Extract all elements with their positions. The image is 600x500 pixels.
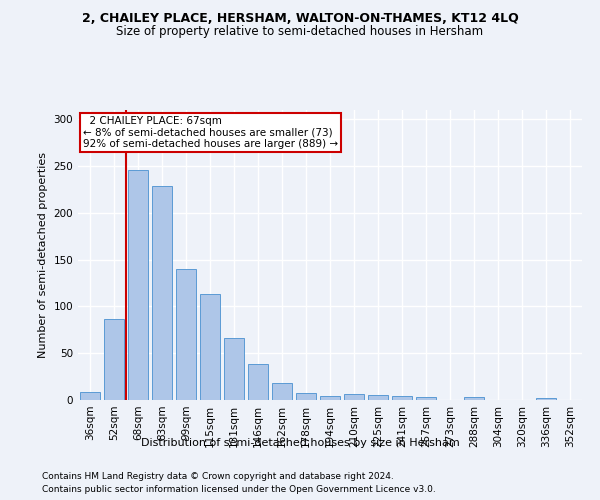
Bar [224, 338, 244, 400]
Bar [464, 397, 484, 400]
Y-axis label: Number of semi-detached properties: Number of semi-detached properties [38, 152, 48, 358]
Text: Distribution of semi-detached houses by size in Hersham: Distribution of semi-detached houses by … [140, 438, 460, 448]
Bar [392, 396, 412, 400]
Bar [80, 392, 100, 400]
Bar [272, 383, 292, 400]
Bar [368, 396, 388, 400]
Bar [128, 170, 148, 400]
Text: 2 CHAILEY PLACE: 67sqm  
← 8% of semi-detached houses are smaller (73)
92% of se: 2 CHAILEY PLACE: 67sqm ← 8% of semi-deta… [83, 116, 338, 149]
Text: 2, CHAILEY PLACE, HERSHAM, WALTON-ON-THAMES, KT12 4LQ: 2, CHAILEY PLACE, HERSHAM, WALTON-ON-THA… [82, 12, 518, 26]
Bar [176, 269, 196, 400]
Text: Contains HM Land Registry data © Crown copyright and database right 2024.: Contains HM Land Registry data © Crown c… [42, 472, 394, 481]
Bar [152, 186, 172, 400]
Bar [200, 294, 220, 400]
Bar [296, 394, 316, 400]
Bar [536, 398, 556, 400]
Text: Contains public sector information licensed under the Open Government Licence v3: Contains public sector information licen… [42, 485, 436, 494]
Bar [344, 394, 364, 400]
Bar [320, 396, 340, 400]
Bar [416, 397, 436, 400]
Bar [248, 364, 268, 400]
Text: Size of property relative to semi-detached houses in Hersham: Size of property relative to semi-detach… [116, 25, 484, 38]
Bar [104, 318, 124, 400]
